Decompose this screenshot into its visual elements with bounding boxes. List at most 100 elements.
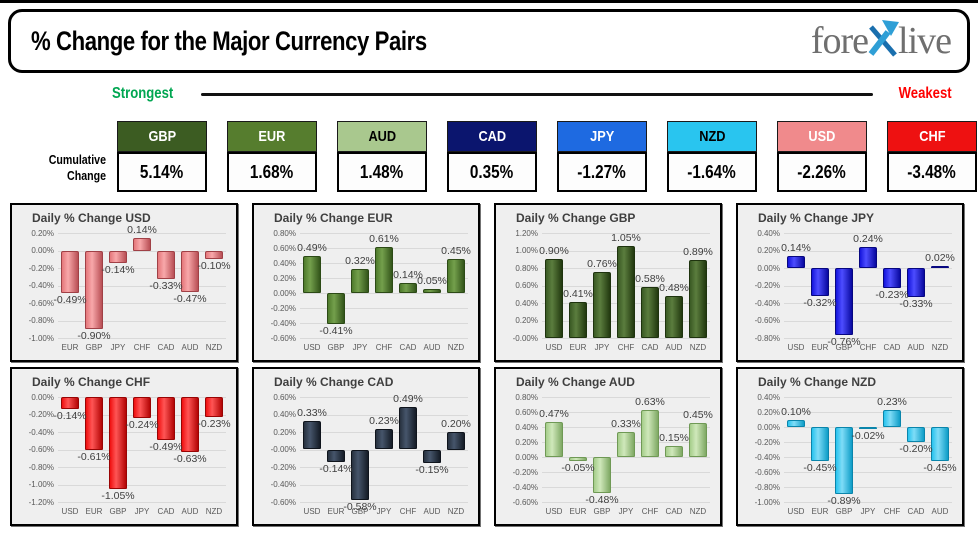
- gridline: [542, 427, 710, 428]
- bar-value-label: 0.58%: [635, 273, 665, 286]
- y-tick-label: 0.00%: [273, 288, 296, 298]
- bar-value-label: -0.23%: [875, 289, 909, 302]
- bar-chf: [617, 246, 635, 338]
- x-axis-label: NZD: [447, 507, 465, 516]
- currency-code-badge: EUR: [227, 121, 317, 152]
- y-tick-label: -0.00%: [270, 445, 296, 454]
- gridline: [784, 487, 952, 488]
- y-tick-label: -0.60%: [270, 333, 296, 343]
- bar-aud: [907, 268, 925, 297]
- bar-cad: [157, 250, 175, 280]
- gridline: [542, 233, 710, 234]
- gridline: [784, 268, 952, 269]
- x-axis-label: USD: [303, 507, 321, 516]
- bar-usd: [303, 256, 321, 294]
- plot-area: [542, 233, 710, 339]
- bar-value-label: -0.61%: [77, 451, 111, 464]
- gridline: [542, 397, 710, 398]
- gridline: [58, 338, 226, 339]
- bar-gbp: [835, 427, 853, 494]
- y-tick-label: -0.00%: [512, 333, 538, 343]
- y-tick-label: -0.40%: [754, 452, 780, 462]
- y-tick-label: 0.20%: [515, 316, 538, 325]
- cumulative-value-text: 5.14%: [140, 161, 184, 182]
- x-axis-label: CAD: [399, 343, 417, 352]
- cumulative-value: 5.14%: [117, 152, 207, 192]
- y-tick-label: 1.20%: [515, 228, 538, 238]
- bar-aud: [181, 250, 199, 292]
- bar-nzd: [447, 259, 465, 294]
- bar-value-label: 0.15%: [659, 431, 689, 444]
- gridline: [58, 484, 226, 486]
- y-tick-label: 0.20%: [515, 437, 538, 447]
- bar-value-label: -0.32%: [803, 297, 837, 309]
- plot-area: [300, 397, 468, 503]
- x-axis-label: CHF: [375, 343, 393, 352]
- bar-value-label: 0.10%: [781, 405, 811, 418]
- chart-title: Daily % Change CAD: [274, 375, 394, 389]
- bar-aud: [665, 296, 683, 338]
- bar-value-label: 0.05%: [417, 275, 447, 288]
- cumulative-cell-chf: CHF -3.48%: [887, 121, 977, 193]
- bar-value-label: -0.05%: [561, 461, 595, 474]
- y-tick-label: -0.60%: [270, 497, 296, 507]
- gridline: [58, 285, 226, 287]
- y-tick-label: 0.80%: [273, 228, 296, 238]
- bar-value-label: -0.45%: [923, 461, 957, 474]
- x-axis-label: NZD: [689, 343, 707, 352]
- chart-title: Daily % Change AUD: [516, 375, 635, 389]
- y-tick-label: -0.20%: [512, 467, 538, 477]
- bar-cad: [883, 268, 901, 289]
- bar-value-label: -1.05%: [101, 489, 135, 502]
- top-divider: [0, 0, 978, 3]
- plot-area: [784, 233, 952, 339]
- cumulative-cell-gbp: GBP 5.14%: [117, 121, 207, 193]
- bar-chf: [883, 409, 901, 428]
- y-tick-label: 0.00%: [31, 392, 54, 402]
- gridline: [58, 502, 226, 503]
- gridline: [58, 432, 226, 433]
- bar-usd: [303, 420, 321, 450]
- gridline: [784, 233, 952, 234]
- bar-value-label: 0.76%: [587, 257, 617, 270]
- y-tick-label: -0.60%: [28, 298, 54, 308]
- y-tick-label: 0.60%: [273, 392, 296, 402]
- y-tick-label: -0.60%: [754, 316, 780, 325]
- x-axis-label: AUD: [423, 343, 441, 352]
- currency-code: EUR: [258, 128, 286, 145]
- y-tick-label: -0.20%: [28, 263, 54, 273]
- chart-panel-cad: Daily % Change CAD 0.60% 0.40% 0.20% -0.00%…: [252, 367, 480, 526]
- x-axis-label: CAD: [883, 343, 901, 352]
- header: % Change for the Major Currency Pairs fo…: [8, 9, 970, 73]
- x-axis-label: CAD: [157, 507, 175, 516]
- y-tick-label: -0.40%: [28, 427, 54, 437]
- bar-value-label: -0.63%: [173, 453, 207, 466]
- bar-aud: [181, 397, 199, 453]
- logo-text-fore: fore: [810, 20, 869, 62]
- x-axis-label: CHF: [617, 343, 635, 352]
- x-axis-label: EUR: [811, 507, 829, 516]
- gridline: [58, 320, 226, 322]
- gridline: [542, 338, 710, 339]
- bar-value-label: 0.49%: [297, 242, 327, 255]
- gridline: [784, 285, 952, 287]
- gridline: [784, 412, 952, 413]
- chart-title: Daily % Change CHF: [32, 375, 151, 389]
- x-axis-label: JPY: [134, 507, 150, 516]
- currency-code: GBP: [148, 128, 176, 145]
- x-axis-label: CAD: [157, 343, 175, 352]
- x-axis-label: NZD: [205, 507, 223, 516]
- bar-value-label: 0.61%: [369, 233, 399, 246]
- x-axis-label: GBP: [109, 507, 127, 516]
- bar-aud: [423, 289, 441, 294]
- y-tick-label: 0.00%: [757, 422, 780, 432]
- x-axis-label: GBP: [835, 507, 853, 516]
- gridline: [784, 303, 952, 304]
- y-tick-label: 0.40%: [515, 422, 538, 432]
- y-tick-label: -0.60%: [754, 467, 780, 477]
- cumulative-cell-cad: CAD 0.35%: [447, 121, 537, 193]
- cumulative-cell-aud: AUD 1.48%: [337, 121, 427, 193]
- gridline: [300, 414, 468, 416]
- x-axis-label: CAD: [641, 343, 659, 352]
